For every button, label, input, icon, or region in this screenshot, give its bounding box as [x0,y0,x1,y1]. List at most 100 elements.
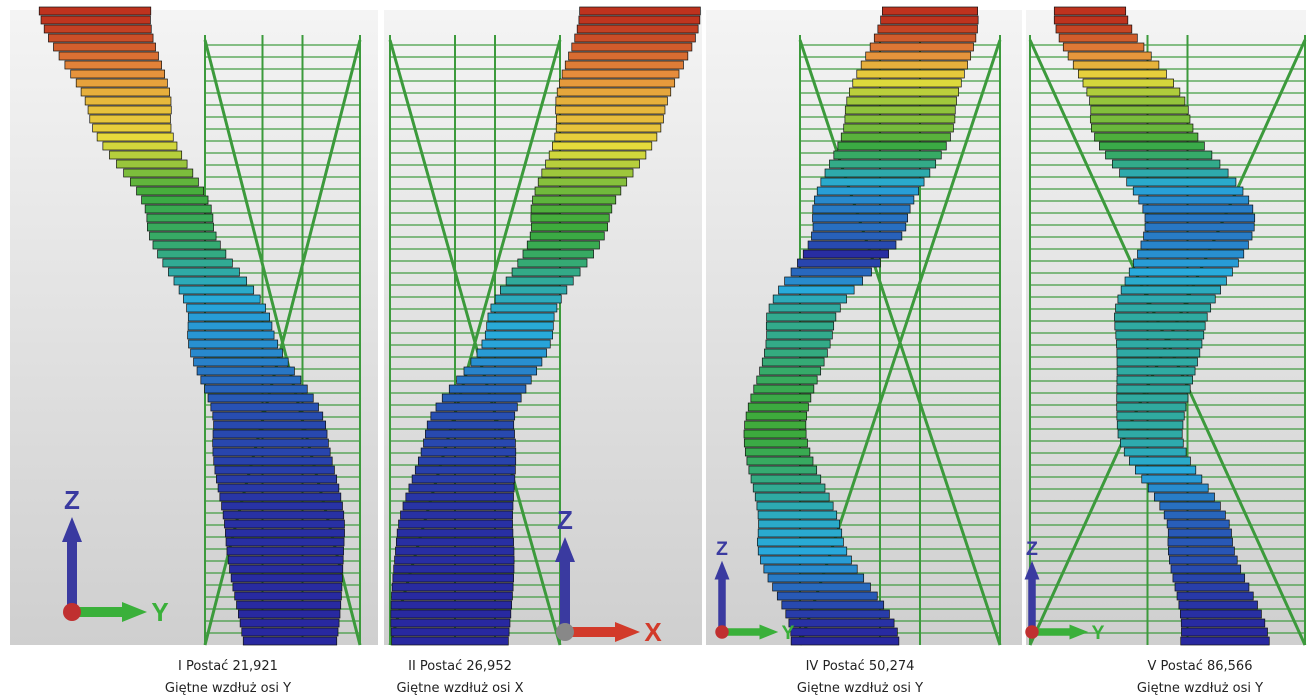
tower-floor [556,124,661,132]
tower-floor [506,277,573,285]
tower-floor [803,250,888,258]
tower-floor [391,601,512,609]
tower-floor [213,412,323,420]
tower-floor [523,250,594,258]
tower-floor [557,88,671,96]
tower-floor [163,259,233,267]
tower-floor [471,358,542,366]
tower-floor [549,151,646,159]
tower-floor [1090,115,1190,123]
tower-floor [834,151,941,159]
tower-floor [546,160,640,168]
tower-floor [1117,340,1202,348]
axis-origin [1025,625,1039,639]
tower-floor [145,205,211,213]
tower-floor [189,340,278,348]
tower-floor [821,178,924,186]
tower-floor [391,610,511,618]
tower-floor [556,106,665,114]
tower-floor [758,511,837,519]
tower-floor [579,16,700,24]
caption-subtitle: Giętne wzdłuż osi Y [1137,681,1263,696]
tower-floor [103,142,177,150]
tower-floor [575,34,696,42]
tower-floor [527,241,599,249]
tower-floor [124,169,193,177]
tower-floor [764,349,827,357]
tower-floor [744,430,806,438]
tower-floor [183,295,260,303]
tower-floor [841,133,950,141]
tower-floor [71,70,165,78]
tower-floor [559,79,674,87]
tower-floor [844,124,954,132]
tower-floor [760,367,821,375]
tower-floor [1099,142,1204,150]
tower-floor [1167,520,1229,528]
tower-floor [403,502,513,510]
tower-floor [565,61,683,69]
tower-floor [223,511,344,519]
tower-floor [531,214,609,222]
tower-floor [757,538,843,546]
tower-floor [572,43,692,51]
tower-floor [518,259,587,267]
tower-floor [500,286,566,294]
tower-floor [488,313,554,321]
tower-floor [748,403,808,411]
tower-floor [213,448,330,456]
tower-floor [242,628,338,636]
tower-floor [569,52,688,60]
tower-floor [1168,547,1234,555]
tower-floor [208,394,313,402]
tower-floor [531,205,612,213]
caption-subtitle: Giętne wzdłuż osi X [396,681,523,696]
tower-floor [449,385,526,393]
axis-vertical-label: Z [1026,538,1038,560]
tower-floor [580,7,701,15]
tower-floor [845,115,955,123]
tower-floor [1179,601,1258,609]
tower-floor [1087,88,1180,96]
tower-floor [767,331,833,339]
tower-floor [562,70,679,78]
tower-floor [1116,331,1204,339]
tower-floor [394,565,514,573]
tower-floor [838,142,946,150]
tower-floor [174,277,247,285]
tower-floor [392,592,513,600]
tower-floor [464,367,537,375]
tower-floor [391,619,510,627]
tower-floor [789,619,894,627]
tower-floor [442,394,521,402]
tower-floor [754,385,814,393]
tower-floor [857,70,965,78]
tower-floor [225,529,344,537]
tower-floor [556,97,668,105]
tower-floor [845,106,955,114]
tower-floor [231,574,342,582]
tower-floor [552,142,651,150]
tower-floor [1056,25,1132,33]
tower-floor [421,448,516,456]
tower-floor [1168,529,1231,537]
tower-floor [512,268,580,276]
tower-floor [847,97,957,105]
tower-floor [88,106,171,114]
tower-floor [211,403,319,411]
tower-floor [487,322,554,330]
tower-floor [762,358,824,366]
tower-floor [1129,268,1232,276]
caption-subtitle: Giętne wzdłuż osi Y [165,681,291,696]
tower-floor [399,520,513,528]
tower-floor [1177,592,1253,600]
tower-floor [767,313,836,321]
tower-floor [93,124,171,132]
tower-floor [817,187,918,195]
tower-floor [158,250,226,258]
tower-floor [220,493,341,501]
tower-floor [1059,34,1137,42]
tower-floor [65,61,162,69]
